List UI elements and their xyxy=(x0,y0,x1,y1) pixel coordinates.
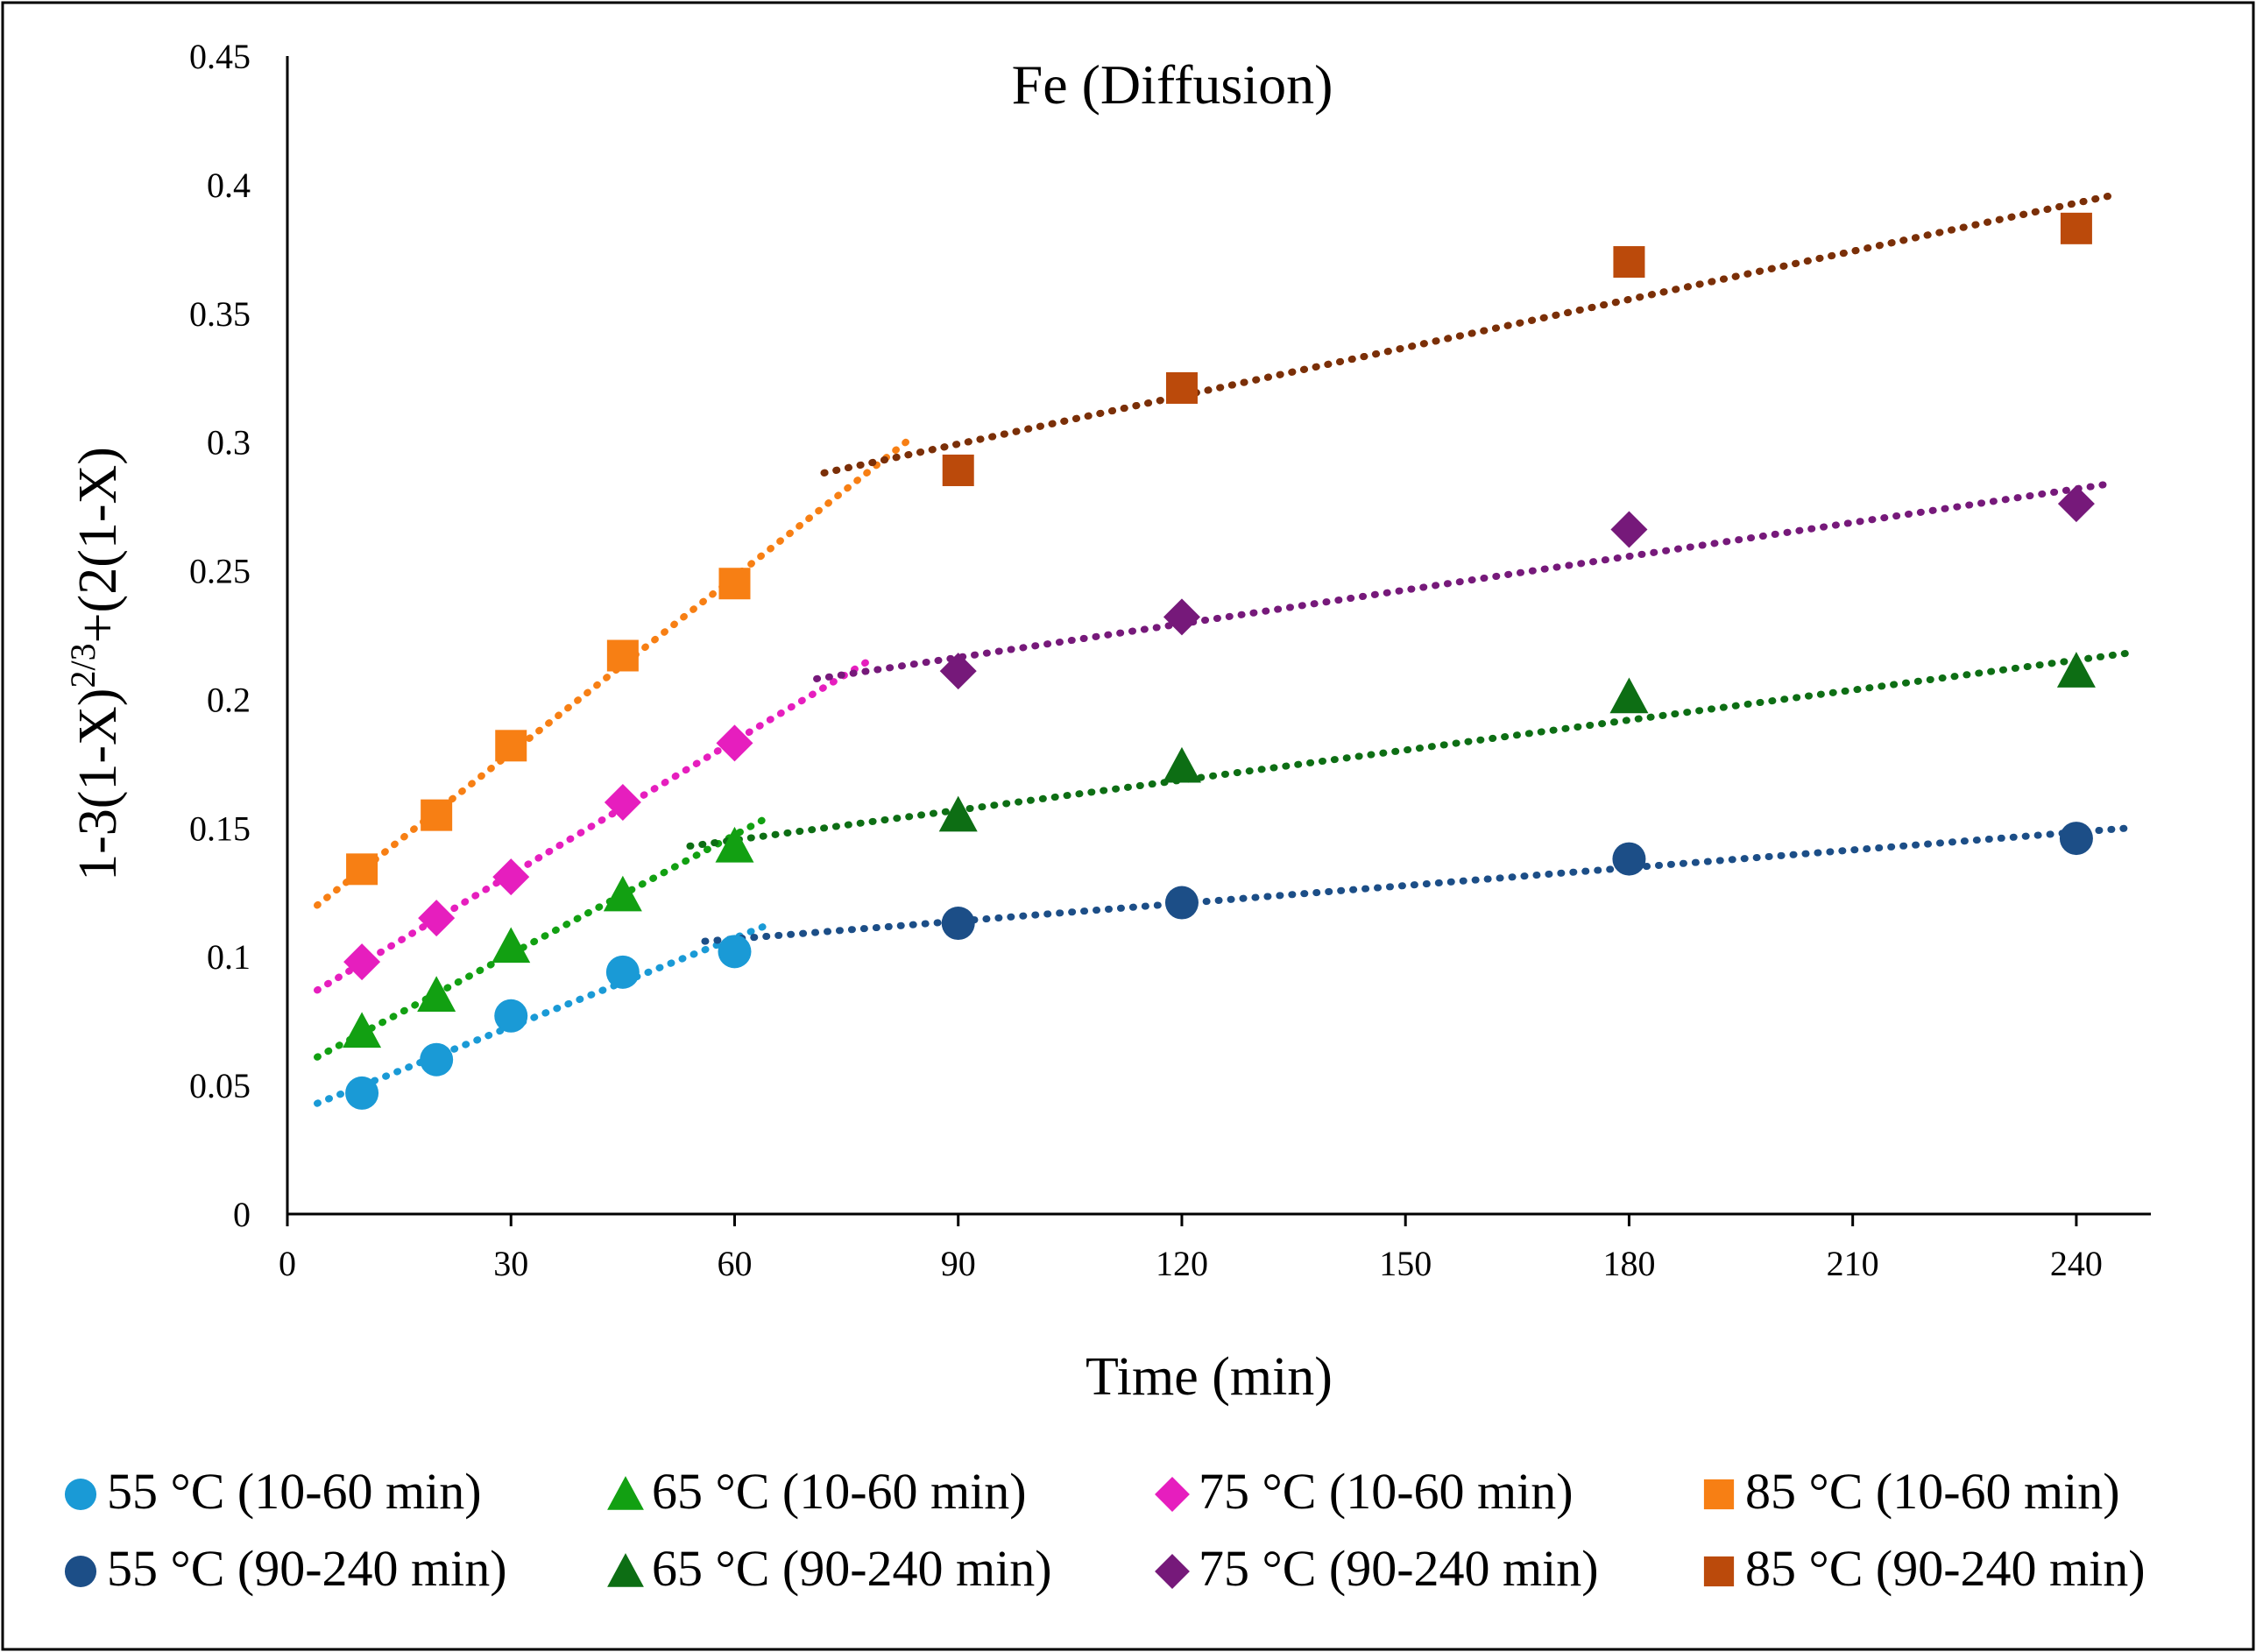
data-point xyxy=(343,1012,382,1048)
legend-marker xyxy=(607,1553,644,1587)
legend-label: 75 °C (90-240 min) xyxy=(1199,1540,1599,1597)
data-point xyxy=(494,999,528,1033)
trendline xyxy=(314,811,776,1061)
plot-area: 0 0.05 0.1 0.15 0.2 0.25 0.3 0.35 0.4 0.45 0 30 60 90… xyxy=(189,37,2151,1283)
data-point xyxy=(718,935,752,969)
y-tick-label: 0.3 xyxy=(207,423,251,462)
data-point xyxy=(2057,485,2095,523)
data-point xyxy=(1165,371,1198,404)
x-tick-label: 30 xyxy=(493,1244,528,1283)
y-tick-label: 0.35 xyxy=(189,294,251,334)
chart-title: Fe (Diffusion) xyxy=(1012,53,1333,116)
legend-marker xyxy=(1703,1479,1735,1510)
y-axis-title: 1-3(1-X)2/3+(2(1-X) xyxy=(63,447,128,881)
x-tick-label: 0 xyxy=(279,1244,296,1283)
y-tick-label: 0.15 xyxy=(189,808,251,848)
data-point xyxy=(606,639,639,672)
data-point xyxy=(1610,511,1648,548)
trendline xyxy=(820,191,2118,477)
legend-marker xyxy=(607,1476,644,1510)
trendline xyxy=(701,824,2132,945)
trendline xyxy=(686,649,2132,850)
x-tick-label: 60 xyxy=(717,1244,752,1283)
data-point xyxy=(492,858,530,896)
data-point xyxy=(495,730,527,762)
data-point xyxy=(604,783,641,821)
x-tick-label: 120 xyxy=(1156,1244,1208,1283)
data-point xyxy=(421,799,453,831)
y-tick-label: 0.4 xyxy=(207,166,251,205)
trendline xyxy=(314,657,873,994)
data-point xyxy=(346,853,378,886)
legend-label: 85 °C (10-60 min) xyxy=(1745,1463,2120,1520)
data-point xyxy=(603,875,642,912)
y-tick-label: 0.05 xyxy=(189,1066,251,1105)
legend-marker xyxy=(1703,1556,1735,1587)
data-point xyxy=(718,568,751,600)
legend-label: 55 °C (10-60 min) xyxy=(107,1463,482,1520)
legend-marker xyxy=(64,1555,97,1588)
data-point xyxy=(345,1076,379,1110)
data-point xyxy=(715,826,754,863)
data-point xyxy=(942,454,974,486)
legend-marker xyxy=(64,1478,97,1511)
y-axis-title-tail: +(2(1-X) xyxy=(68,447,128,643)
data-point xyxy=(420,1042,454,1077)
x-tick-label: 180 xyxy=(1602,1244,1655,1283)
trendline xyxy=(813,479,2118,682)
data-point xyxy=(343,943,381,981)
y-tick-label: 0.25 xyxy=(189,552,251,591)
data-point xyxy=(492,927,531,964)
legend-label: 65 °C (10-60 min) xyxy=(652,1463,1027,1520)
data-point xyxy=(1162,746,1201,783)
y-axis-title-sup: 2/3 xyxy=(63,643,103,688)
data-point xyxy=(938,795,978,832)
y-tick-label: 0.1 xyxy=(207,937,251,977)
legend-marker xyxy=(1155,1554,1190,1589)
x-axis-title: Time (min) xyxy=(1086,1347,1333,1407)
legend: 55 °C (10-60 min) 65 °C (10-60 min) 75 °C … xyxy=(64,1463,2146,1597)
data-point xyxy=(2060,212,2092,244)
trendline xyxy=(314,920,776,1107)
data-point xyxy=(939,653,977,690)
data-point xyxy=(1164,886,1199,920)
x-tick-label: 90 xyxy=(941,1244,976,1283)
legend-marker xyxy=(1155,1477,1190,1512)
y-tick-label: 0 xyxy=(233,1195,251,1234)
y-tick-label: 0.2 xyxy=(207,680,251,719)
data-point xyxy=(2056,652,2096,688)
legend-label: 65 °C (90-240 min) xyxy=(652,1540,1052,1597)
legend-label: 75 °C (10-60 min) xyxy=(1199,1463,1574,1520)
y-tick-label: 0.45 xyxy=(189,37,251,76)
data-point xyxy=(1613,246,1645,279)
data-point xyxy=(1612,842,1646,876)
x-tick-label: 240 xyxy=(2050,1244,2103,1283)
y-axis-title-base: 1-3(1-X) xyxy=(68,688,128,881)
data-point xyxy=(1609,677,1649,714)
data-point xyxy=(417,976,456,1012)
x-tick-label: 210 xyxy=(1827,1244,1879,1283)
legend-label: 85 °C (90-240 min) xyxy=(1745,1540,2146,1597)
data-point xyxy=(941,907,975,941)
x-tick-label: 150 xyxy=(1379,1244,1432,1283)
trendline xyxy=(314,438,910,909)
data-point xyxy=(605,955,640,989)
data-point xyxy=(1163,598,1200,636)
data-point xyxy=(2059,822,2093,856)
legend-label: 55 °C (90-240 min) xyxy=(107,1540,507,1597)
data-point xyxy=(716,724,753,762)
data-point xyxy=(418,900,456,937)
